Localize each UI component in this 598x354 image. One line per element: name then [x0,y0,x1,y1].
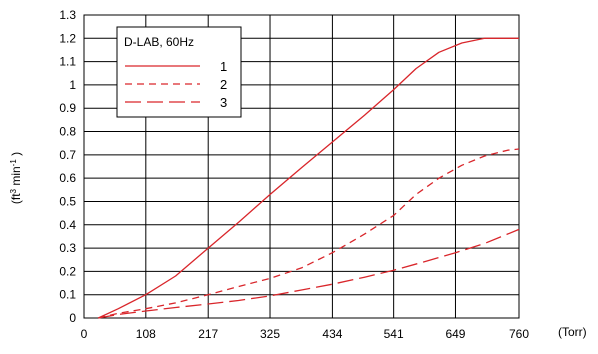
legend-label-3: 3 [220,95,227,110]
legend-items: 1 2 3 [125,59,227,110]
y-tick-labels: 0 0.1 0.2 0.3 0.4 0.5 0.6 0.7 0.8 0.9 1 1.1 1.2 1.3 [59,8,76,325]
legend: D-LAB, 60Hz 1 2 3 [116,26,242,118]
y-tick-label: 0 [69,311,76,325]
y-tick-label: 0.5 [59,194,76,208]
legend-label-1: 1 [220,59,227,74]
x-tick-label: 108 [136,327,156,341]
series-layer [98,37,520,319]
y-tick-label: 0.1 [59,288,76,302]
y-tick-label: 1.3 [59,8,76,22]
y-axis-label-sup1: 3 [9,188,18,193]
x-tick-label: 541 [384,327,404,341]
x-tick-label: 649 [445,327,465,341]
x-tick-label: 217 [198,327,218,341]
series-line-2 [98,148,520,319]
y-tick-label: 0.4 [59,218,76,232]
y-axis-label-prefix: (ft [9,193,23,204]
y-tick-label: 1.2 [59,31,76,45]
y-tick-label: 0.2 [59,264,76,278]
series-line-1 [98,37,519,319]
y-axis-label-mid: min [9,166,23,189]
series-line-3 [98,228,520,319]
legend-title: D-LAB, 60Hz [124,35,194,49]
plot-frame [83,14,520,319]
x-tick-label: 434 [322,327,342,341]
y-axis-label: (ft3 min-1 ) [9,152,24,204]
y-tick-label: 0.3 [59,241,76,255]
y-tick-label: 0.9 [59,101,76,115]
x-tick-label: 0 [81,327,88,341]
y-tick-label: 1 [69,78,76,92]
y-tick-label: 0.8 [59,125,76,139]
y-axis-label-suffix: ) [9,152,23,159]
x-axis-label: (Torr) [558,325,587,339]
legend-label-2: 2 [220,77,227,92]
x-tick-label: 760 [509,327,529,341]
x-tick-labels: 0 108 217 325 434 541 649 760 [81,327,530,341]
y-tick-label: 0.7 [59,148,76,162]
y-tick-label: 0.6 [59,171,76,185]
y-axis-label-sup2: -1 [9,159,18,167]
y-tick-label: 1.1 [59,55,76,69]
x-tick-label: 325 [260,327,280,341]
